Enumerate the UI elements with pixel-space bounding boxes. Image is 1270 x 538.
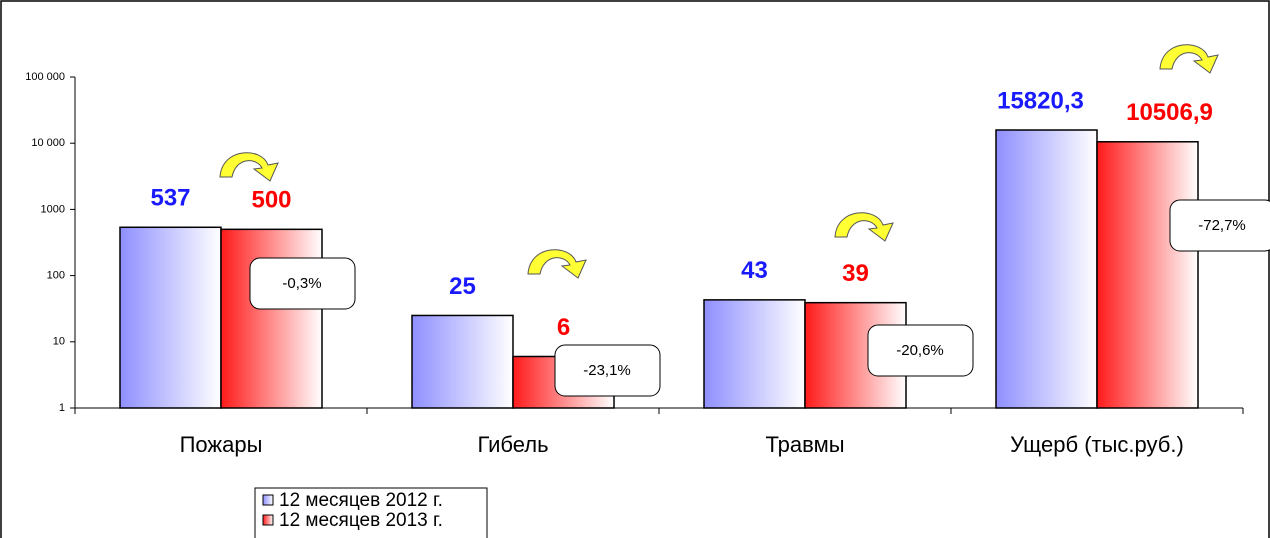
y-tick-label: 100 000	[25, 71, 65, 83]
y-tick-label: 100	[47, 270, 65, 282]
arrow-icon	[834, 212, 894, 242]
annotation: -72,7%	[1198, 217, 1246, 234]
x-tick-label: Гибель	[477, 432, 548, 457]
arrow-icon	[1159, 44, 1219, 74]
value-label: 10506,9	[1126, 99, 1213, 126]
annotation-box	[1169, 199, 1270, 252]
value-label: 15820,3	[997, 87, 1084, 114]
y-tick-label: 1000	[41, 203, 65, 215]
annotation: -23,1%	[583, 362, 631, 379]
y-tick-label: 10 000	[31, 137, 65, 149]
value-label: 39	[842, 260, 869, 287]
x-tick-label: Травмы	[765, 432, 844, 457]
arrows	[219, 44, 1219, 279]
legend-swatch	[262, 494, 274, 506]
legend-label: 12 месяцев 2012 г.	[279, 490, 443, 511]
x-tick-label: Пожары	[180, 432, 263, 457]
bar	[995, 129, 1098, 409]
arrow-icon	[527, 249, 587, 279]
y-tick-label: 1	[59, 402, 65, 414]
bar	[220, 228, 323, 409]
value-label: 537	[150, 185, 190, 212]
legend-box	[254, 487, 488, 538]
annotation: -0,3%	[282, 275, 321, 292]
value-label: 43	[741, 257, 768, 284]
bar	[119, 226, 222, 409]
annotation-box	[249, 257, 356, 310]
bar	[1096, 141, 1199, 409]
annotation-box	[554, 344, 661, 397]
x-tick-label: Ущерб (тыс.руб.)	[1010, 432, 1184, 457]
value-label: 500	[251, 187, 291, 214]
annotation-box	[867, 324, 974, 377]
value-label: 25	[449, 273, 476, 300]
y-tick-label: 10	[53, 336, 65, 348]
annotation: -20,6%	[896, 342, 944, 359]
legend-swatch	[262, 514, 274, 526]
arrow-icon	[219, 152, 279, 182]
value-label: 6	[557, 314, 570, 341]
bar	[411, 314, 514, 409]
bar	[703, 299, 806, 409]
legend-label: 12 месяцев 2013 г.	[279, 510, 443, 531]
